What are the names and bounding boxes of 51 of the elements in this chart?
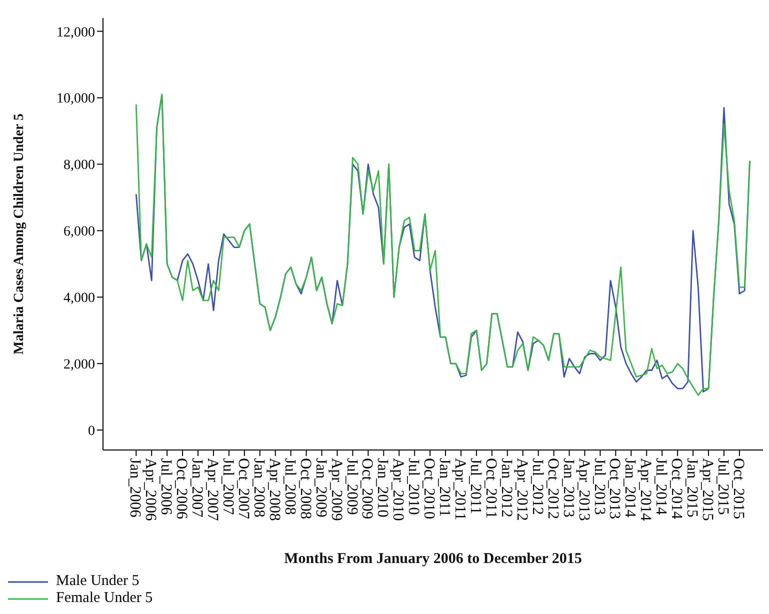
x-tick-label: Oct_2013 bbox=[606, 458, 624, 520]
x-tick-label: Jan_2007 bbox=[188, 458, 206, 518]
x-tick-label: Jul_2012 bbox=[528, 458, 546, 515]
y-tick-label: 10,000 bbox=[56, 92, 95, 107]
x-tick-label: Apr_2011 bbox=[452, 458, 469, 520]
x-tick-label: Apr_2015 bbox=[699, 458, 716, 522]
x-tick-label: Apr_2010 bbox=[390, 458, 407, 522]
x-tick-label: Jan_2008 bbox=[250, 458, 268, 518]
x-tick-label: Oct_2010 bbox=[420, 458, 438, 520]
x-tick-label: Jan_2013 bbox=[560, 458, 577, 518]
x-tick-label: Apr_2009 bbox=[328, 458, 345, 522]
x-tick-label: Jul_2007 bbox=[220, 458, 237, 516]
x-tick-label: Jul_2014 bbox=[652, 458, 670, 516]
y-tick-label: 12,000 bbox=[56, 25, 95, 40]
x-tick-label: Apr_2013 bbox=[575, 458, 592, 522]
y-tick-label: 8,000 bbox=[64, 158, 95, 174]
x-tick-label: Jan_2006 bbox=[126, 458, 144, 518]
x-tick-label: Oct_2015 bbox=[730, 458, 748, 520]
x-tick-label: Jul_2010 bbox=[405, 458, 422, 516]
x-tick-label: Jan_2014 bbox=[622, 458, 639, 518]
x-tick-label: Apr_2008 bbox=[266, 458, 283, 522]
x-tick-label: Oct_2012 bbox=[544, 458, 562, 520]
x-tick-label: Oct_2011 bbox=[482, 458, 500, 519]
x-tick-label: Oct_2006 bbox=[173, 458, 190, 520]
x-tick-label: Oct_2014 bbox=[668, 458, 686, 520]
x-tick-label: Apr_2006 bbox=[142, 458, 160, 522]
x-tick-label: Jul_2006 bbox=[158, 458, 175, 516]
x-tick-label: Jul_2011 bbox=[467, 458, 484, 514]
y-tick-label: 4,000 bbox=[64, 291, 95, 306]
x-tick-label: Apr_2012 bbox=[513, 458, 530, 521]
x-tick-label: Jan_2012 bbox=[498, 458, 515, 518]
x-tick-label: Oct_2008 bbox=[296, 458, 314, 520]
x-tick-label: Jan_2011 bbox=[436, 458, 454, 517]
y-tick-label: 0 bbox=[88, 424, 95, 440]
x-tick-label: Jan_2009 bbox=[312, 458, 330, 518]
x-tick-label: Jul_2013 bbox=[590, 458, 608, 516]
x-tick-label: Apr_2014 bbox=[637, 458, 654, 522]
x-tick-label: Apr_2007 bbox=[204, 458, 222, 522]
x-tick-label: Oct_2007 bbox=[234, 458, 252, 520]
y-axis-title: Malaria Cases Among Children Under 5 bbox=[12, 114, 27, 354]
x-tick-label: Jan_2010 bbox=[374, 458, 392, 518]
y-tick-label: 2,000 bbox=[64, 358, 95, 373]
x-tick-label: Jan_2015 bbox=[684, 458, 701, 518]
x-tick-label: Jul_2015 bbox=[714, 458, 732, 516]
x-tick-label: Jul_2008 bbox=[281, 458, 298, 516]
legend-label: Male Under 5 bbox=[56, 573, 140, 590]
legend-label: Female Under 5 bbox=[56, 590, 153, 607]
x-tick-label: Jul_2009 bbox=[343, 458, 360, 516]
y-tick-label: 6,000 bbox=[64, 224, 95, 240]
x-tick-label: Oct_2009 bbox=[358, 458, 376, 520]
x-axis-title: Months From January 2006 to December 2015 bbox=[284, 551, 582, 567]
